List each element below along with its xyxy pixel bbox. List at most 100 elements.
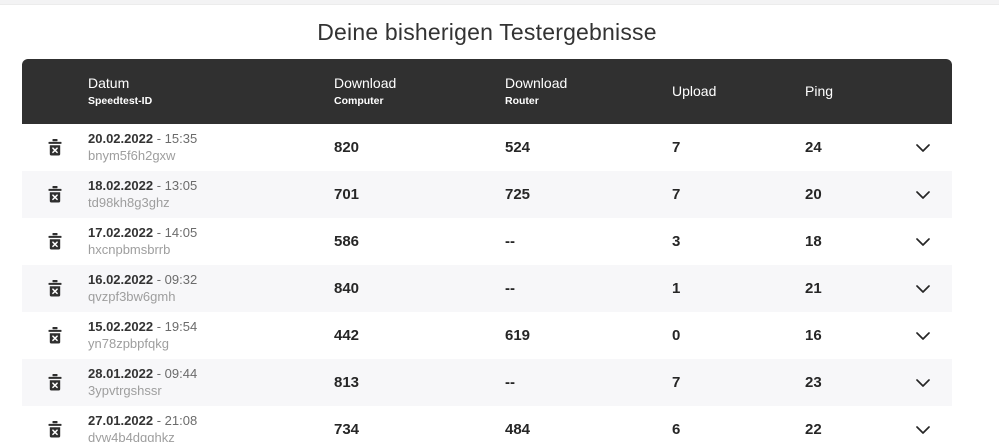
speedtest-id: bnym5f6h2gxw xyxy=(88,148,176,163)
expand-cell xyxy=(912,187,960,203)
download-computer-value: 701 xyxy=(334,186,360,203)
column-sublabel-speedtest-id: Speedtest-ID xyxy=(88,95,153,107)
delete-result-button[interactable] xyxy=(44,276,66,301)
column-label-ping: Ping xyxy=(805,83,834,99)
expand-row-button[interactable] xyxy=(912,234,934,250)
date-time-separator: - xyxy=(156,366,162,381)
header-cell-ping: Ping xyxy=(805,83,912,100)
download-router-value: 619 xyxy=(505,327,531,344)
ping-value: 23 xyxy=(805,374,822,391)
download-computer-value: 820 xyxy=(334,139,360,156)
chevron-down-icon xyxy=(916,143,930,152)
expand-row-button[interactable] xyxy=(912,328,934,344)
column-label-download-router: Download xyxy=(505,75,568,91)
delete-result-button[interactable] xyxy=(44,182,66,207)
date-time-separator: - xyxy=(156,131,162,146)
table-row: 28.01.2022 - 09:44 3ypvtrgshssr 813 -- 7… xyxy=(22,359,952,406)
test-date: 18.02.2022 xyxy=(88,178,154,193)
download-computer-value: 840 xyxy=(334,280,360,297)
column-sublabel-computer: Computer xyxy=(334,95,384,107)
datum-cell: 20.02.2022 - 15:35 bnym5f6h2gxw xyxy=(88,131,334,164)
date-time: 17.02.2022 - 14:05 xyxy=(88,225,334,241)
upload-value: 1 xyxy=(672,280,681,297)
speedtest-id: 3ypvtrgshssr xyxy=(88,383,162,398)
table-row: 16.02.2022 - 09:32 qvzpf3bw6gmh 840 -- 1… xyxy=(22,265,952,312)
delete-cell xyxy=(22,417,88,442)
column-label-upload: Upload xyxy=(672,83,717,99)
table-row: 17.02.2022 - 14:05 hxcnpbmsbrrb 586 -- 3… xyxy=(22,218,952,265)
date-time: 20.02.2022 - 15:35 xyxy=(88,131,334,147)
date-time: 15.02.2022 - 19:54 xyxy=(88,319,334,335)
table-row: 27.01.2022 - 21:08 dyw4b4dqghkz 734 484 … xyxy=(22,406,952,442)
test-date: 20.02.2022 xyxy=(88,131,154,146)
expand-row-button[interactable] xyxy=(912,187,934,203)
download-computer-value: 442 xyxy=(334,327,360,344)
date-time-separator: - xyxy=(156,272,162,287)
download-router-value: 484 xyxy=(505,421,531,438)
test-time: 13:05 xyxy=(164,178,198,193)
trash-icon xyxy=(48,374,62,391)
expand-cell xyxy=(912,375,960,391)
trash-icon xyxy=(48,186,62,203)
date-time: 27.01.2022 - 21:08 xyxy=(88,413,334,429)
upload-value: 3 xyxy=(672,233,681,250)
ping-value: 16 xyxy=(805,327,822,344)
expand-row-button[interactable] xyxy=(912,140,934,156)
download-router-value: -- xyxy=(505,233,515,250)
upload-value: 7 xyxy=(672,374,681,391)
date-time-separator: - xyxy=(156,225,162,240)
expand-row-button[interactable] xyxy=(912,422,934,438)
column-label-download-computer: Download xyxy=(334,75,397,91)
delete-cell xyxy=(22,135,88,160)
chevron-down-icon xyxy=(916,425,930,434)
test-date: 16.02.2022 xyxy=(88,272,154,287)
header-cell-datum: Datum Speedtest-ID xyxy=(88,75,334,108)
column-label-datum: Datum xyxy=(88,75,130,91)
speedtest-id: dyw4b4dqghkz xyxy=(88,430,175,442)
test-date: 17.02.2022 xyxy=(88,225,154,240)
ping-value: 21 xyxy=(805,280,822,297)
delete-result-button[interactable] xyxy=(44,417,66,442)
test-time: 15:35 xyxy=(164,131,198,146)
date-time: 18.02.2022 - 13:05 xyxy=(88,178,334,194)
speedtest-id: hxcnpbmsbrrb xyxy=(88,242,171,257)
test-time: 21:08 xyxy=(164,413,198,428)
table-row: 15.02.2022 - 19:54 yn78zpbpfqkg 442 619 … xyxy=(22,312,952,359)
delete-cell xyxy=(22,370,88,395)
ping-value: 22 xyxy=(805,421,822,438)
test-date: 15.02.2022 xyxy=(88,319,154,334)
column-sublabel-router: Router xyxy=(505,95,539,107)
delete-result-button[interactable] xyxy=(44,135,66,160)
chevron-down-icon xyxy=(916,237,930,246)
chevron-down-icon xyxy=(916,331,930,340)
delete-result-button[interactable] xyxy=(44,370,66,395)
download-router-value: 725 xyxy=(505,186,531,203)
header-cell-download-computer: Download Computer xyxy=(334,75,505,108)
upload-value: 7 xyxy=(672,186,681,203)
expand-row-button[interactable] xyxy=(912,375,934,391)
speedtest-id: qvzpf3bw6gmh xyxy=(88,289,176,304)
upload-value: 0 xyxy=(672,327,681,344)
trash-icon xyxy=(48,327,62,344)
trash-icon xyxy=(48,233,62,250)
ping-value: 20 xyxy=(805,186,822,203)
date-time-separator: - xyxy=(156,319,162,334)
delete-result-button[interactable] xyxy=(44,229,66,254)
datum-cell: 18.02.2022 - 13:05 td98kh8g3ghz xyxy=(88,178,334,211)
upload-value: 7 xyxy=(672,139,681,156)
datum-cell: 16.02.2022 - 09:32 qvzpf3bw6gmh xyxy=(88,272,334,305)
date-time: 28.01.2022 - 09:44 xyxy=(88,366,334,382)
ping-value: 24 xyxy=(805,139,822,156)
table-row: 18.02.2022 - 13:05 td98kh8g3ghz 701 725 … xyxy=(22,171,952,218)
expand-cell xyxy=(912,281,960,297)
download-computer-value: 586 xyxy=(334,233,360,250)
table-row: 20.02.2022 - 15:35 bnym5f6h2gxw 820 524 … xyxy=(22,124,952,171)
header-cell-upload: Upload xyxy=(672,83,805,100)
expand-row-button[interactable] xyxy=(912,281,934,297)
test-date: 27.01.2022 xyxy=(88,413,154,428)
table-header: Datum Speedtest-ID Download Computer Dow… xyxy=(22,59,952,124)
download-computer-value: 813 xyxy=(334,374,360,391)
delete-result-button[interactable] xyxy=(44,323,66,348)
speedtest-id: td98kh8g3ghz xyxy=(88,195,170,210)
chevron-down-icon xyxy=(916,378,930,387)
